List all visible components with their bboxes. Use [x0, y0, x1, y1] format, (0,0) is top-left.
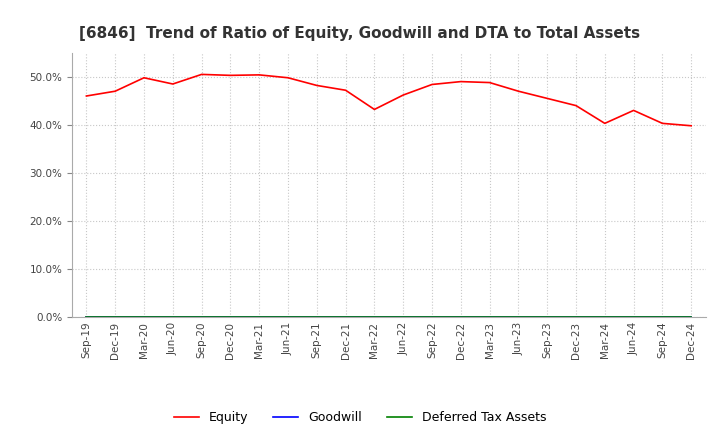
Deferred Tax Assets: [197, 314, 206, 319]
Goodwill: [284, 314, 292, 319]
Equity: [197, 72, 206, 77]
Deferred Tax Assets: [456, 314, 465, 319]
Goodwill: [140, 314, 148, 319]
Goodwill: [111, 314, 120, 319]
Goodwill: [399, 314, 408, 319]
Text: [6846]  Trend of Ratio of Equity, Goodwill and DTA to Total Assets: [6846] Trend of Ratio of Equity, Goodwil…: [79, 26, 641, 41]
Deferred Tax Assets: [572, 314, 580, 319]
Goodwill: [456, 314, 465, 319]
Equity: [600, 121, 609, 126]
Equity: [255, 72, 264, 77]
Equity: [140, 75, 148, 81]
Goodwill: [341, 314, 350, 319]
Equity: [658, 121, 667, 126]
Deferred Tax Assets: [600, 314, 609, 319]
Goodwill: [514, 314, 523, 319]
Goodwill: [658, 314, 667, 319]
Equity: [629, 108, 638, 113]
Deferred Tax Assets: [284, 314, 292, 319]
Goodwill: [226, 314, 235, 319]
Deferred Tax Assets: [255, 314, 264, 319]
Goodwill: [629, 314, 638, 319]
Legend: Equity, Goodwill, Deferred Tax Assets: Equity, Goodwill, Deferred Tax Assets: [168, 407, 552, 429]
Deferred Tax Assets: [658, 314, 667, 319]
Equity: [284, 75, 292, 81]
Deferred Tax Assets: [629, 314, 638, 319]
Deferred Tax Assets: [514, 314, 523, 319]
Equity: [168, 81, 177, 87]
Equity: [111, 88, 120, 94]
Equity: [428, 82, 436, 87]
Deferred Tax Assets: [399, 314, 408, 319]
Deferred Tax Assets: [82, 314, 91, 319]
Goodwill: [485, 314, 494, 319]
Equity: [341, 88, 350, 93]
Goodwill: [572, 314, 580, 319]
Equity: [543, 96, 552, 101]
Deferred Tax Assets: [370, 314, 379, 319]
Equity: [514, 88, 523, 94]
Deferred Tax Assets: [543, 314, 552, 319]
Deferred Tax Assets: [428, 314, 436, 319]
Deferred Tax Assets: [111, 314, 120, 319]
Goodwill: [197, 314, 206, 319]
Deferred Tax Assets: [168, 314, 177, 319]
Goodwill: [312, 314, 321, 319]
Goodwill: [600, 314, 609, 319]
Equity: [485, 80, 494, 85]
Deferred Tax Assets: [312, 314, 321, 319]
Equity: [456, 79, 465, 84]
Goodwill: [543, 314, 552, 319]
Line: Equity: Equity: [86, 74, 691, 126]
Deferred Tax Assets: [485, 314, 494, 319]
Goodwill: [428, 314, 436, 319]
Equity: [687, 123, 696, 128]
Goodwill: [687, 314, 696, 319]
Goodwill: [82, 314, 91, 319]
Equity: [399, 92, 408, 98]
Deferred Tax Assets: [341, 314, 350, 319]
Goodwill: [370, 314, 379, 319]
Equity: [370, 107, 379, 112]
Equity: [82, 93, 91, 99]
Equity: [572, 103, 580, 108]
Deferred Tax Assets: [226, 314, 235, 319]
Deferred Tax Assets: [687, 314, 696, 319]
Equity: [312, 83, 321, 88]
Deferred Tax Assets: [140, 314, 148, 319]
Goodwill: [255, 314, 264, 319]
Equity: [226, 73, 235, 78]
Goodwill: [168, 314, 177, 319]
